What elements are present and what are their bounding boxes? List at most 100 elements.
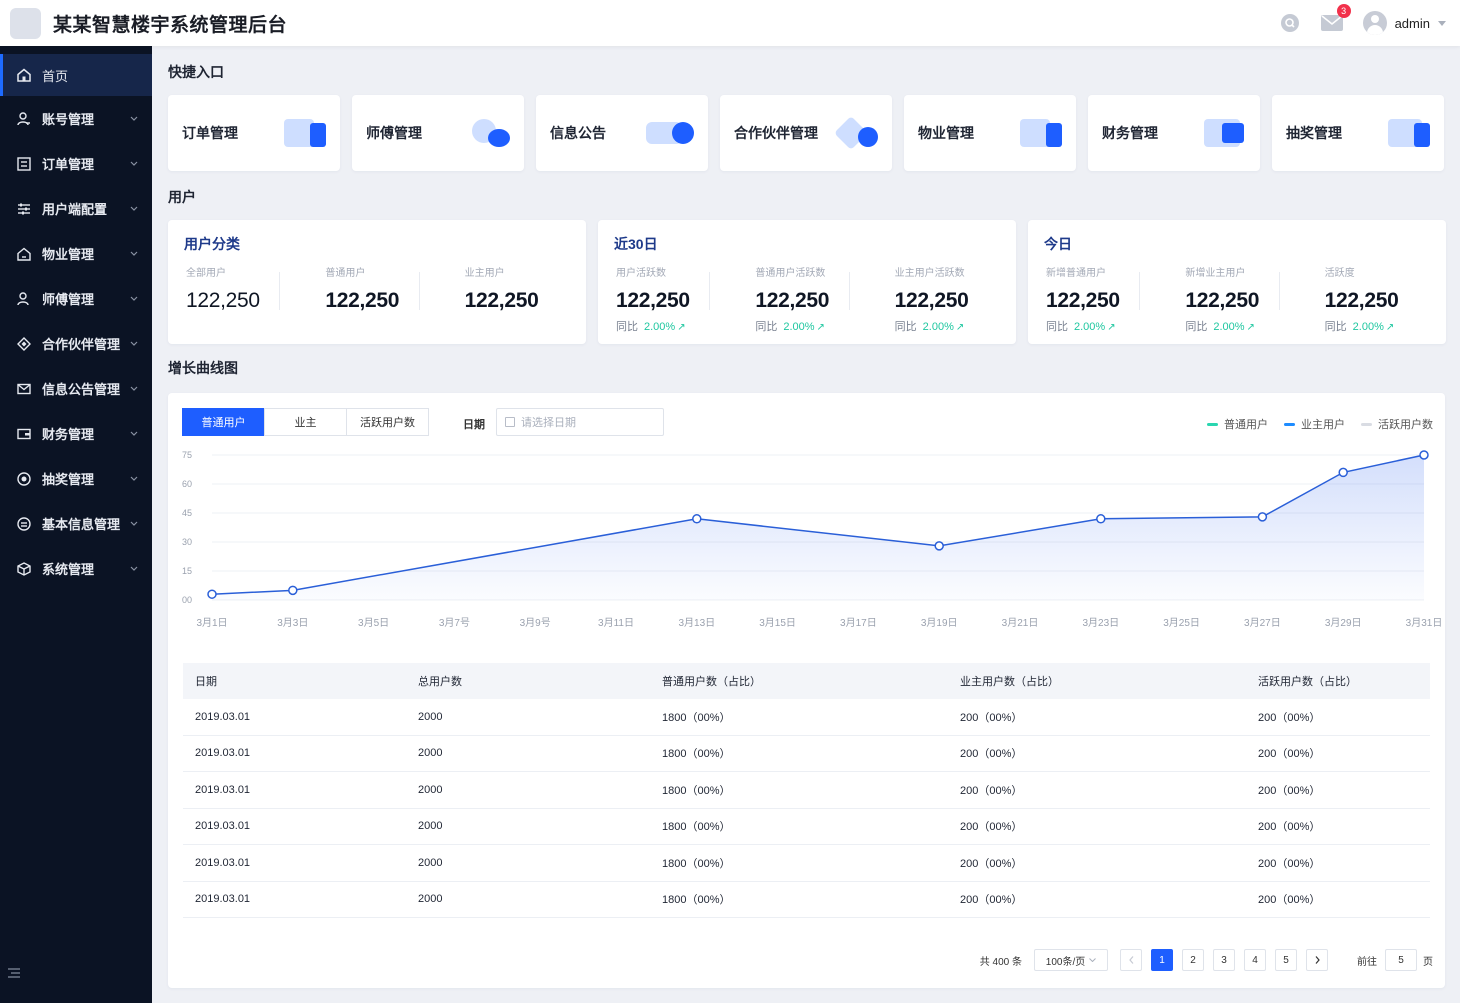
legend-swatch — [1207, 422, 1218, 426]
page-button-1[interactable]: 1 — [1151, 949, 1173, 971]
stat-label: 新增普通用户 — [1046, 268, 1106, 279]
avatar[interactable] — [1362, 11, 1387, 35]
stat-value: 122,250 — [755, 289, 830, 312]
chart-legend: 普通用户 业主用户 活跃用户数 — [1207, 416, 1433, 432]
sidebar-item-worker[interactable]: 师傅管理 — [0, 276, 152, 321]
mail-icon[interactable]: 3 — [1320, 4, 1351, 34]
quick-entry-label: 物业管理 — [918, 125, 974, 141]
search-icon[interactable] — [1279, 12, 1301, 34]
y-tick-label: 30 — [182, 537, 192, 547]
compare-value: 2.00% — [1074, 321, 1106, 333]
column-header: 总用户数 — [418, 676, 462, 688]
legend-item[interactable]: 业主用户 — [1284, 416, 1345, 432]
stat-card-category: 用户分类 全部用户 122,250 普通用户 122,250 业主用户 122,… — [168, 220, 586, 344]
page-button-2[interactable]: 2 — [1182, 949, 1204, 971]
tab-active-users[interactable]: 活跃用户数 — [346, 408, 429, 436]
sidebar-item-system[interactable]: 系统管理 — [0, 546, 152, 591]
goto-page-input[interactable]: 5 — [1385, 949, 1417, 971]
legend-label: 业主用户 — [1301, 419, 1345, 431]
page-button-5[interactable]: 5 — [1275, 949, 1297, 971]
table-row: 2019.03.01 2000 1800（00%） 200（00%） 200（0… — [183, 882, 1430, 918]
sidebar-item-announcement[interactable]: 信息公告管理 — [0, 366, 152, 411]
sidebar-item-partner[interactable]: 合作伙伴管理 — [0, 321, 152, 366]
compare-label: 同比 — [616, 321, 638, 333]
chevron-down-icon[interactable] — [1438, 20, 1446, 26]
quick-entry-property[interactable]: 物业管理 — [904, 95, 1076, 171]
sidebar-item-orders[interactable]: 订单管理 — [0, 141, 152, 186]
sidebar-item-finance[interactable]: 财务管理 — [0, 411, 152, 456]
tab-normal-users[interactable]: 普通用户 — [182, 408, 265, 436]
stat-value: 122,250 — [1185, 289, 1260, 312]
x-tick-label: 3月13日 — [678, 617, 715, 629]
tab-owners[interactable]: 业主 — [264, 408, 347, 436]
table-cell: 2000 — [418, 893, 443, 906]
growth-chart: 00 15 30 45 60 75 3月1日 3月3日 3月5日 3月7号 3月9号 3月11日 3月1… — [182, 450, 1442, 629]
y-tick-label: 75 — [182, 450, 192, 460]
data-point — [692, 514, 702, 524]
page-button-3[interactable]: 3 — [1213, 949, 1235, 971]
quick-entry-worker[interactable]: 师傅管理 — [352, 95, 524, 171]
calendar-icon — [505, 417, 515, 427]
x-tick-label: 3月1日 — [196, 617, 227, 629]
x-tick-label: 3月23日 — [1082, 617, 1119, 629]
page-size-select[interactable]: 100条/页 — [1034, 949, 1108, 971]
table-cell: 200（00%） — [1258, 748, 1321, 761]
sidebar-item-label: 财务管理 — [42, 427, 95, 442]
users-title: 用户 — [168, 189, 196, 205]
collapse-menu-icon[interactable] — [8, 965, 20, 983]
data-point — [1096, 514, 1106, 524]
order-icon — [16, 156, 32, 172]
stat-value: 122,250 — [464, 289, 539, 312]
stat-item: 普通用户活跃数 122,250 同比 2.00% ↗ — [709, 264, 860, 334]
table-cell: 200（00%） — [960, 748, 1023, 761]
table-cell: 1800（00%） — [662, 821, 731, 834]
y-tick-label: 15 — [182, 566, 192, 576]
sidebar-item-account[interactable]: 账号管理 — [0, 96, 152, 141]
table-cell: 200（00%） — [1258, 711, 1321, 724]
x-tick-label: 3月27日 — [1244, 617, 1281, 629]
quick-entry-partner[interactable]: 合作伙伴管理 — [720, 95, 892, 171]
stat-value: 122,250 — [1046, 289, 1120, 312]
sidebar-item-lottery[interactable]: 抽奖管理 — [0, 456, 152, 501]
quick-entry-finance[interactable]: 财务管理 — [1088, 95, 1260, 171]
quick-entry-announcement[interactable]: 信息公告 — [536, 95, 708, 171]
table-cell: 200（00%） — [960, 821, 1023, 834]
arrow-up-icon: ↗ — [1385, 322, 1395, 333]
sidebar-item-home[interactable]: 首页 — [0, 54, 152, 96]
chat-icon — [646, 115, 694, 151]
table-cell: 200（00%） — [1258, 894, 1321, 907]
quick-entry-list: 订单管理 师傅管理 信息公告 合作伙伴管理 物业管理 财务管理 抽奖管理 — [168, 95, 1444, 171]
y-tick-label: 60 — [182, 479, 192, 489]
quick-entry-orders[interactable]: 订单管理 — [168, 95, 340, 171]
date-picker[interactable]: 请选择日期 — [496, 408, 664, 436]
next-page-button[interactable] — [1306, 949, 1328, 971]
sidebar-item-client-config[interactable]: 用户端配置 — [0, 186, 152, 231]
chevron-down-icon — [130, 296, 138, 301]
stat-card-30days: 近30日 用户活跃数 122,250 同比 2.00% ↗ 普通用户活跃数 122,… — [598, 220, 1016, 344]
sidebar-item-basic-info[interactable]: 基本信息管理 — [0, 501, 152, 546]
y-tick-label: 45 — [182, 508, 192, 518]
legend-item[interactable]: 活跃用户数 — [1361, 416, 1433, 432]
app-logo — [10, 7, 41, 39]
table-cell: 200（00%） — [960, 784, 1023, 797]
app-title: 某某智慧楼宇系统管理后台 — [53, 14, 288, 36]
legend-item[interactable]: 普通用户 — [1207, 416, 1268, 432]
table-cell: 2019.03.01 — [195, 783, 251, 796]
stat-label: 新增业主用户 — [1185, 268, 1246, 279]
sliders-icon — [16, 201, 32, 217]
username[interactable]: admin — [1394, 15, 1430, 31]
sidebar-item-label: 信息公告管理 — [42, 382, 121, 397]
table-cell: 2000 — [418, 710, 443, 723]
compare-value: 2.00% — [783, 321, 815, 333]
worker-icon — [468, 115, 510, 151]
prev-page-button[interactable] — [1120, 949, 1142, 971]
sidebar-item-label: 师傅管理 — [42, 292, 95, 307]
quick-entry-lottery[interactable]: 抽奖管理 — [1272, 95, 1444, 171]
sidebar-item-property[interactable]: 物业管理 — [0, 231, 152, 276]
x-tick-label: 3月11日 — [598, 617, 634, 629]
stat-label: 活跃度 — [1324, 268, 1355, 279]
table-row: 2019.03.01 2000 1800（00%） 200（00%） 200（0… — [183, 772, 1430, 809]
x-tick-label: 3月19日 — [921, 617, 958, 629]
page-button-4[interactable]: 4 — [1244, 949, 1266, 971]
sidebar-item-label: 物业管理 — [42, 247, 95, 262]
